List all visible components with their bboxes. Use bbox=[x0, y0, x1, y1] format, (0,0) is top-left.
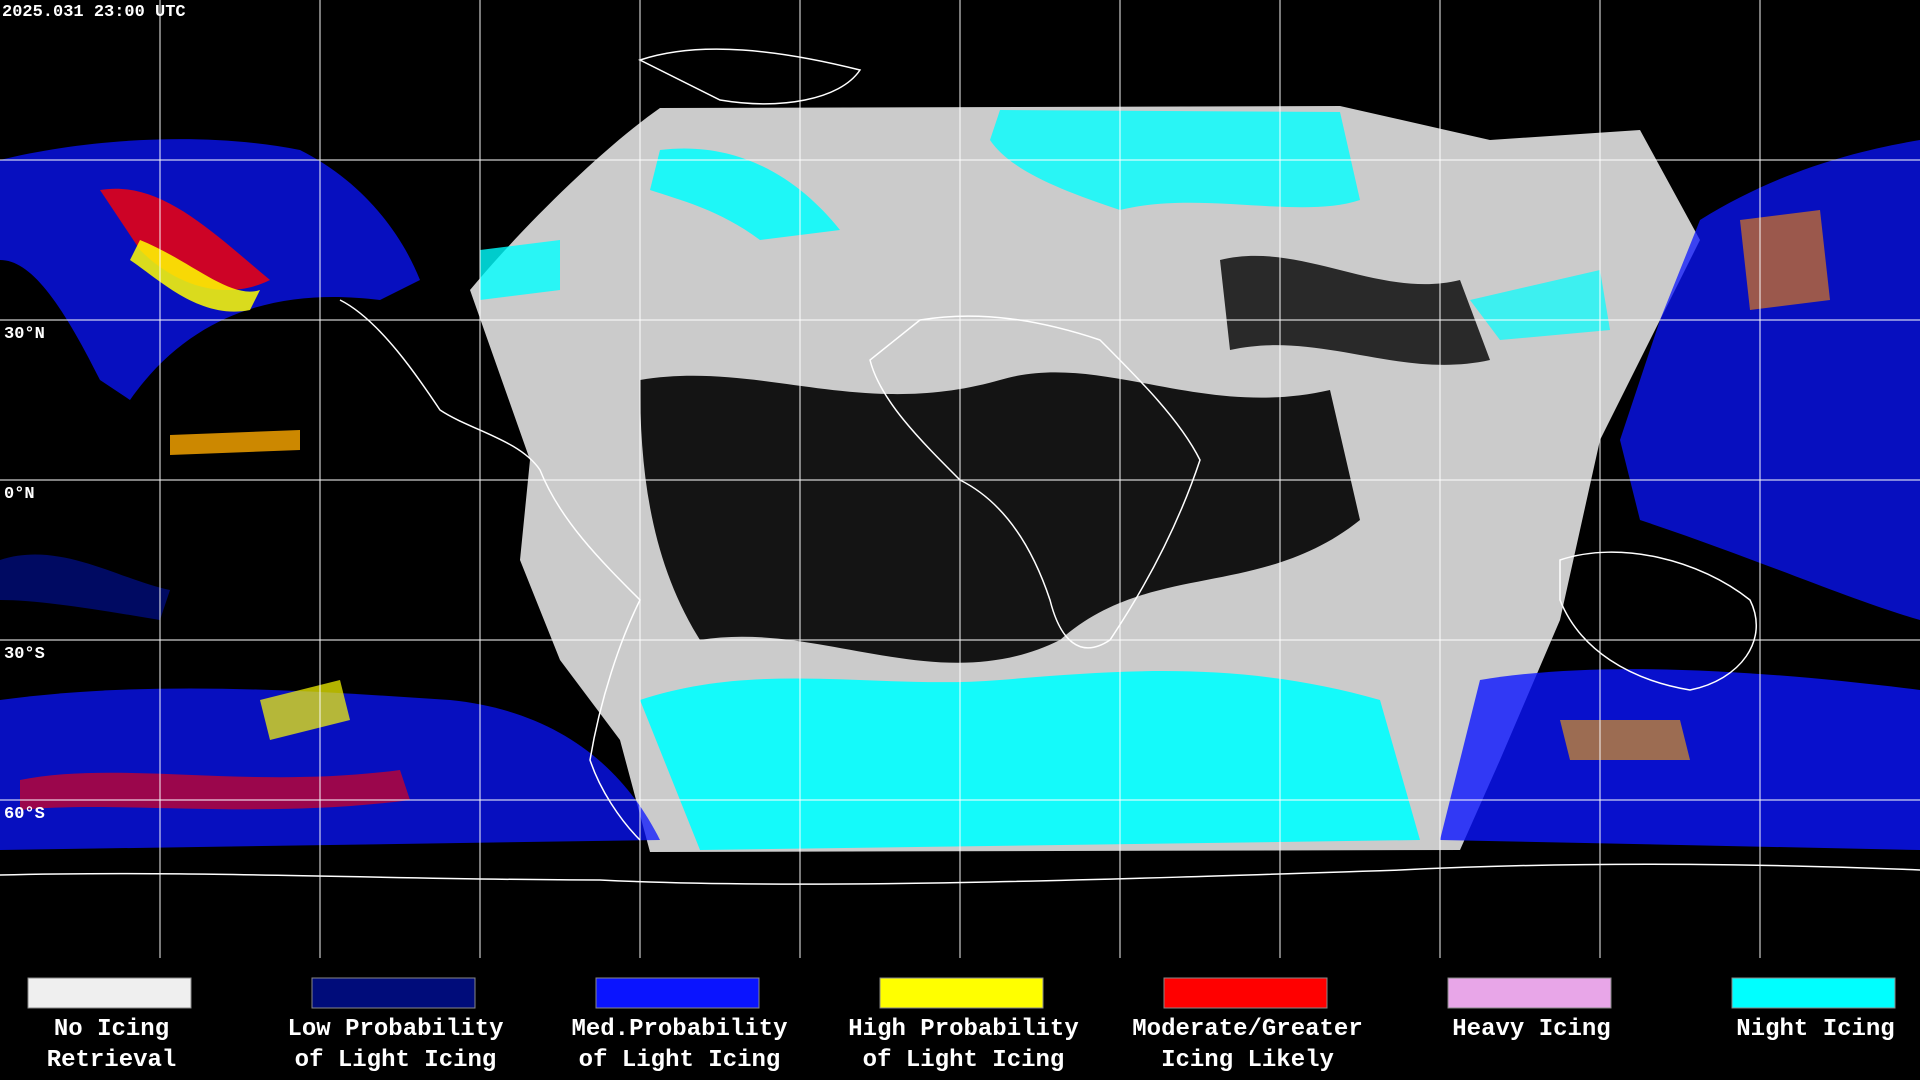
coastline bbox=[638, 48, 862, 105]
latitude-label: 0°N bbox=[4, 485, 35, 504]
latitude-labels: 30°N 0°N 30°S 60°S bbox=[4, 325, 45, 824]
icing-area bbox=[0, 688, 660, 850]
coastlines bbox=[0, 48, 1920, 885]
legend-label: of Light Icing bbox=[579, 1047, 781, 1074]
icing-area bbox=[130, 240, 260, 312]
legend-swatch bbox=[27, 977, 192, 1009]
latitude-label: 60°S bbox=[4, 805, 45, 824]
legend-label: Icing Likely bbox=[1161, 1047, 1334, 1074]
clear-sky bbox=[640, 372, 1360, 663]
icing-area bbox=[1620, 140, 1920, 620]
legend-label: No Icing bbox=[54, 1016, 169, 1043]
legend-swatch bbox=[1731, 977, 1896, 1009]
icing-area bbox=[0, 554, 170, 620]
clear-sky bbox=[1220, 255, 1490, 365]
latitude-label: 30°S bbox=[4, 645, 45, 664]
timestamp: 2025.031 23:00 UTC bbox=[2, 3, 186, 22]
icing-area bbox=[1560, 720, 1690, 760]
legend-label: Heavy Icing bbox=[1452, 1016, 1610, 1043]
coastline bbox=[339, 299, 641, 841]
legend-swatch bbox=[1163, 977, 1328, 1009]
icing-area bbox=[170, 430, 300, 455]
coastline bbox=[1559, 551, 1757, 691]
cloud-field bbox=[0, 106, 1920, 852]
latitude-label: 30°N bbox=[4, 325, 45, 344]
icing-area bbox=[1740, 210, 1830, 310]
night-icing-area bbox=[640, 671, 1420, 850]
legend-swatch bbox=[1447, 977, 1612, 1009]
legend-swatch bbox=[879, 977, 1044, 1009]
night-icing-area bbox=[1470, 270, 1610, 340]
icing-area bbox=[260, 680, 350, 740]
icing-area bbox=[20, 770, 410, 810]
night-icing-area bbox=[480, 240, 560, 300]
legend-swatch bbox=[595, 977, 760, 1009]
legend-label: of Light Icing bbox=[863, 1047, 1065, 1074]
night-icing-area bbox=[650, 148, 840, 240]
legend-label: Moderate/Greater bbox=[1132, 1016, 1362, 1043]
legend-label: Med.Probability bbox=[571, 1016, 787, 1043]
coastline bbox=[0, 863, 1920, 885]
graticule bbox=[0, 0, 1920, 958]
legend-label: Low Probability bbox=[287, 1016, 503, 1043]
legend-swatch bbox=[311, 977, 476, 1009]
legend: No Icing Retrieval Low Probability of Light… bbox=[27, 977, 1896, 1074]
icing-area bbox=[100, 188, 270, 290]
legend-label: Retrieval bbox=[47, 1047, 177, 1074]
legend-label: of Light Icing bbox=[295, 1047, 497, 1074]
legend-label: Night Icing bbox=[1736, 1016, 1894, 1043]
legend-label: High Probability bbox=[848, 1016, 1078, 1043]
